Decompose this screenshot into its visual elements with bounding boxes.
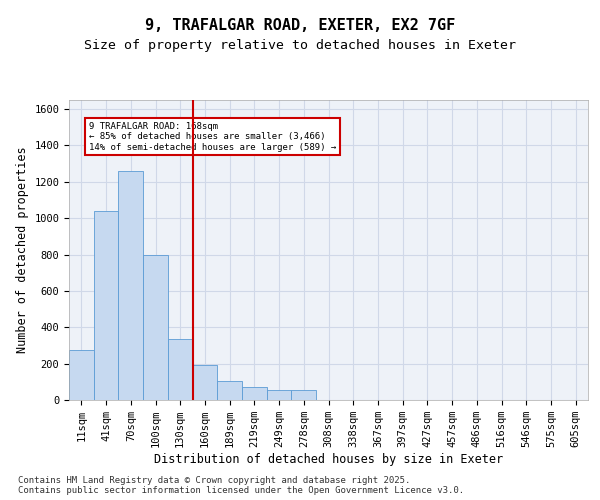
X-axis label: Distribution of detached houses by size in Exeter: Distribution of detached houses by size …: [154, 453, 503, 466]
Bar: [143, 254, 168, 400]
Bar: [94, 211, 118, 400]
Text: Size of property relative to detached houses in Exeter: Size of property relative to detached ho…: [84, 40, 516, 52]
Bar: [168, 339, 193, 400]
Y-axis label: Number of detached properties: Number of detached properties: [16, 146, 29, 354]
Bar: [118, 171, 143, 400]
Bar: [292, 390, 316, 400]
Bar: [217, 381, 242, 400]
Text: 9, TRAFALGAR ROAD, EXETER, EX2 7GF: 9, TRAFALGAR ROAD, EXETER, EX2 7GF: [145, 18, 455, 32]
Bar: [242, 388, 267, 400]
Bar: [267, 390, 292, 400]
Text: 9 TRAFALGAR ROAD: 168sqm
← 85% of detached houses are smaller (3,466)
14% of sem: 9 TRAFALGAR ROAD: 168sqm ← 85% of detach…: [89, 122, 336, 152]
Bar: [193, 366, 217, 400]
Bar: [69, 350, 94, 400]
Text: Contains HM Land Registry data © Crown copyright and database right 2025.
Contai: Contains HM Land Registry data © Crown c…: [18, 476, 464, 495]
